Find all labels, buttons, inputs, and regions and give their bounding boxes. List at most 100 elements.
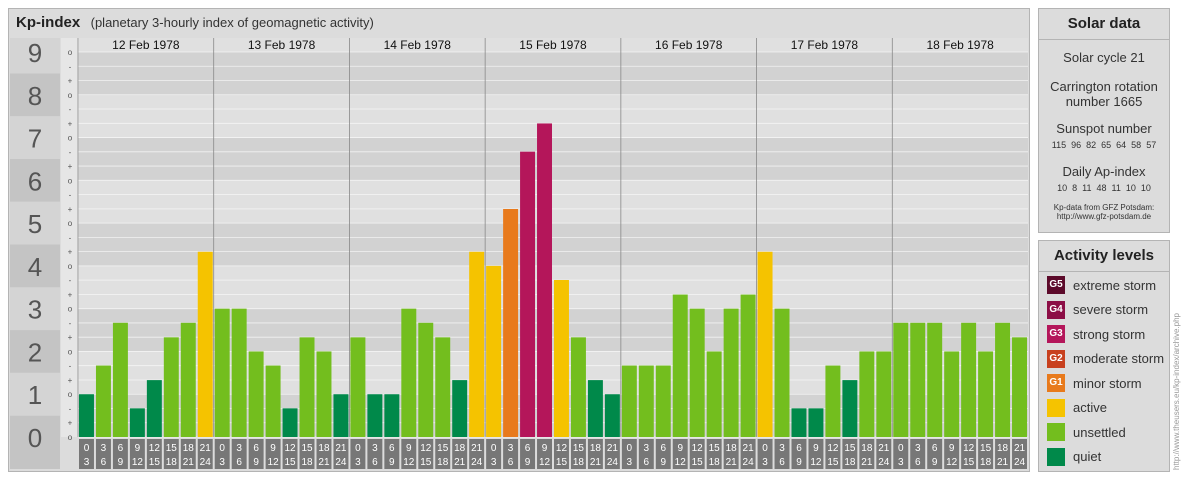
hour-tile [79, 439, 94, 469]
kp-bar [944, 351, 960, 437]
kp-bar [876, 351, 892, 437]
hour-tile [537, 439, 552, 469]
hour-start-label: 0 [355, 443, 361, 454]
hour-end-label: 21 [997, 457, 1009, 468]
hour-start-label: 9 [135, 443, 141, 454]
hour-start-label: 21 [335, 443, 347, 454]
legend-label: moderate storm [1073, 351, 1165, 366]
hour-start-label: 9 [949, 443, 955, 454]
minor-tick-label: - [69, 233, 72, 242]
hour-tile [723, 439, 739, 469]
hour-end-label: 6 [915, 457, 921, 468]
day-label: 17 Feb 1978 [791, 38, 859, 52]
hour-end-label: 12 [132, 457, 144, 468]
minor-tick-label: o [68, 390, 73, 399]
hour-end-label: 18 [709, 457, 721, 468]
hour-tile [961, 439, 977, 469]
y-label-band [10, 330, 60, 373]
hour-start-label: 18 [183, 443, 195, 454]
legend-item: G2 moderate storm [1047, 349, 1164, 369]
source-link[interactable]: http://www.gfz-potsdam.de [1056, 212, 1152, 221]
hour-end-label: 21 [861, 457, 873, 468]
day-label: 12 Feb 1978 [112, 38, 180, 52]
hour-end-label: 12 [539, 457, 551, 468]
kp-bar [757, 251, 773, 437]
y-label-band [10, 415, 60, 469]
minor-tick-label: - [69, 276, 72, 285]
hour-end-label: 6 [508, 457, 514, 468]
hour-tile [978, 439, 994, 469]
hour-tile [248, 439, 264, 469]
hour-start-label: 21 [743, 443, 755, 454]
kp-bar [486, 265, 502, 437]
hour-tile [146, 439, 162, 469]
hour-start-label: 9 [406, 443, 412, 454]
minor-tick-label: + [68, 290, 73, 299]
hour-tile [876, 439, 892, 469]
kp-bar [146, 380, 162, 437]
legend-swatch [1047, 423, 1065, 441]
hour-start-label: 3 [101, 443, 107, 454]
minor-tick-label: o [68, 347, 73, 356]
hour-tile [808, 439, 824, 469]
kp-bar [961, 322, 977, 437]
hour-tile [520, 439, 536, 469]
legend-label: minor storm [1073, 375, 1142, 391]
hour-tile [842, 439, 858, 469]
hour-tile [1012, 439, 1027, 469]
hour-start-label: 15 [980, 443, 992, 454]
hour-tile [638, 439, 654, 469]
hour-end-label: 12 [403, 457, 415, 468]
hour-end-label: 24 [471, 457, 483, 468]
hour-end-label: 3 [355, 457, 361, 468]
hour-end-label: 15 [149, 457, 161, 468]
hour-start-label: 12 [692, 443, 704, 454]
legend-swatch: G4 [1047, 300, 1065, 319]
kp-bar [995, 322, 1011, 437]
hour-tile [316, 439, 332, 469]
hour-start-label: 18 [861, 443, 873, 454]
hour-tile [401, 439, 417, 469]
legend-label: active [1073, 400, 1107, 415]
hour-tile [129, 439, 145, 469]
y-tick-label: 1 [28, 380, 42, 410]
hour-tile [893, 439, 909, 469]
hour-end-label: 6 [779, 457, 785, 468]
kp-bar [214, 308, 230, 437]
hour-start-label: 6 [932, 443, 938, 454]
hour-start-label: 21 [878, 443, 890, 454]
hour-start-label: 18 [997, 443, 1009, 454]
hour-start-label: 3 [508, 443, 514, 454]
minor-tick-label: - [69, 62, 72, 71]
day-label: 16 Feb 1978 [655, 38, 723, 52]
legend-item: active [1047, 398, 1107, 418]
hour-tile [672, 439, 688, 469]
minor-tick-label: o [68, 305, 73, 314]
minor-tick-label: o [68, 176, 73, 185]
hour-tile [384, 439, 400, 469]
hour-tile [367, 439, 383, 469]
hour-start-label: 18 [318, 443, 330, 454]
hour-end-label: 3 [762, 457, 768, 468]
y-band [78, 265, 1028, 309]
hour-tile [486, 439, 502, 469]
kp-bar [978, 351, 994, 437]
hour-end-label: 3 [627, 457, 633, 468]
legend-item: G4 severe storm [1047, 300, 1148, 320]
hour-start-label: 12 [149, 443, 161, 454]
hour-start-label: 21 [607, 443, 619, 454]
day-label: 14 Feb 1978 [384, 38, 452, 52]
hour-start-label: 15 [573, 443, 585, 454]
y-tick-label: 6 [28, 166, 42, 196]
hour-end-label: 3 [898, 457, 904, 468]
y-label-band [10, 38, 60, 74]
kp-bar [554, 280, 569, 437]
y-tick-label: 8 [28, 81, 42, 111]
hour-start-label: 3 [236, 443, 242, 454]
minor-tick-label: - [69, 105, 72, 114]
y-tick-label: 7 [28, 124, 42, 154]
carrington-line2: number 1665 [1065, 94, 1143, 109]
y-tick-label: 5 [28, 209, 42, 239]
hour-tile [350, 439, 366, 469]
hour-end-label: 6 [372, 457, 378, 468]
